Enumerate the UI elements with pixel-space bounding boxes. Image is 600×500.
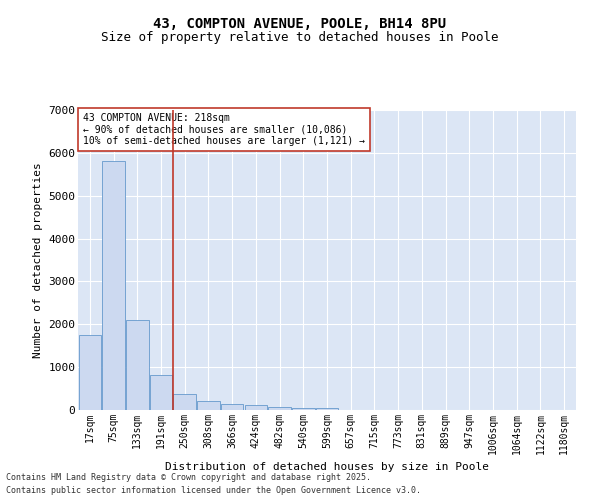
Text: 43 COMPTON AVENUE: 218sqm
← 90% of detached houses are smaller (10,086)
10% of s: 43 COMPTON AVENUE: 218sqm ← 90% of detac… — [83, 113, 365, 146]
Bar — [268, 407, 291, 410]
Bar — [221, 404, 244, 410]
Bar — [316, 408, 338, 410]
Text: Contains public sector information licensed under the Open Government Licence v3: Contains public sector information licen… — [6, 486, 421, 495]
Bar — [79, 335, 101, 410]
Bar — [150, 375, 172, 410]
Bar — [292, 408, 314, 410]
Bar — [197, 401, 220, 410]
Bar — [245, 406, 267, 410]
Text: 43, COMPTON AVENUE, POOLE, BH14 8PU: 43, COMPTON AVENUE, POOLE, BH14 8PU — [154, 18, 446, 32]
X-axis label: Distribution of detached houses by size in Poole: Distribution of detached houses by size … — [165, 462, 489, 472]
Bar — [126, 320, 149, 410]
Text: Contains HM Land Registry data © Crown copyright and database right 2025.: Contains HM Land Registry data © Crown c… — [6, 474, 371, 482]
Bar — [103, 160, 125, 410]
Bar — [173, 394, 196, 410]
Text: Size of property relative to detached houses in Poole: Size of property relative to detached ho… — [101, 31, 499, 44]
Y-axis label: Number of detached properties: Number of detached properties — [32, 162, 43, 358]
